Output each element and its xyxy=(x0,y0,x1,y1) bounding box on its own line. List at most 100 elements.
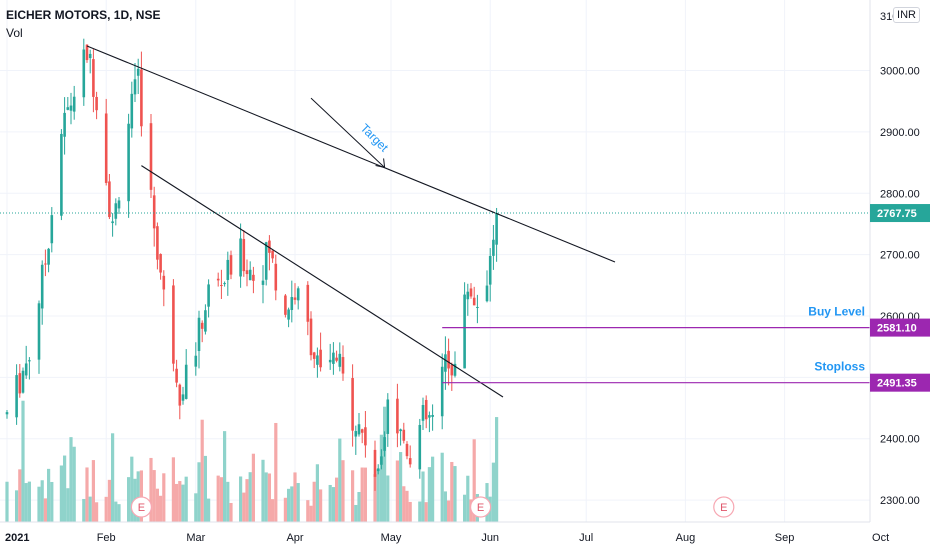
candle-body xyxy=(332,352,335,364)
volume-bar xyxy=(351,470,355,522)
candle-body xyxy=(373,449,377,477)
x-tick-label: 2021 xyxy=(5,532,29,544)
currency-badge[interactable]: INR xyxy=(893,7,920,23)
level-name-label: Stoploss xyxy=(814,360,865,374)
level-price-tag xyxy=(870,318,930,337)
y-tick-label: 2400.00 xyxy=(880,434,920,446)
earnings-marker[interactable] xyxy=(470,496,492,518)
volume-bar xyxy=(315,464,319,522)
candle-body xyxy=(447,350,450,369)
volume-bar xyxy=(293,472,297,522)
volume-bar xyxy=(328,484,332,522)
volume-bar xyxy=(59,465,63,522)
volume-bar xyxy=(104,496,108,522)
candle-body xyxy=(466,291,470,300)
volume-indicator-label: Vol xyxy=(6,26,23,40)
candle-body xyxy=(104,113,108,183)
earnings-marker-label: E xyxy=(477,502,484,514)
candle-body xyxy=(175,368,178,383)
candle-body xyxy=(184,364,188,399)
candle-body xyxy=(239,238,242,277)
candle-body xyxy=(252,274,255,281)
volume-bar xyxy=(379,434,383,522)
candle-body xyxy=(424,399,428,420)
candle-body xyxy=(40,264,44,309)
target-arrow-line[interactable] xyxy=(310,97,385,168)
candle-body xyxy=(15,375,18,418)
candle-body xyxy=(296,288,300,301)
volume-bar xyxy=(495,417,499,522)
volume-bar xyxy=(200,419,204,522)
candle-body xyxy=(47,248,50,265)
price-axis xyxy=(870,0,932,550)
candle-body xyxy=(28,360,31,362)
volume-bar xyxy=(117,504,121,522)
candle-body xyxy=(50,215,54,244)
volume-bar xyxy=(421,471,425,522)
volume-bar xyxy=(427,467,431,522)
candle-body xyxy=(271,250,274,259)
candle-body xyxy=(24,363,28,376)
volume-bar xyxy=(63,455,67,522)
candle-body xyxy=(428,415,431,418)
candle-body xyxy=(162,275,166,290)
volume-bar xyxy=(443,491,447,522)
level-price-label: 2491.35 xyxy=(877,378,917,390)
volume-bar xyxy=(40,480,44,522)
volume-bar xyxy=(296,483,300,522)
volume-bar xyxy=(274,422,278,522)
x-tick-label: Sep xyxy=(775,532,795,544)
symbol-title: EICHER MOTORS, 1D, NSE xyxy=(6,8,161,22)
candle-body xyxy=(364,427,367,446)
candle-body xyxy=(338,353,342,367)
x-tick-label: Jun xyxy=(481,532,499,544)
candle-body xyxy=(216,278,220,281)
candle-body xyxy=(261,280,265,285)
volume-bar xyxy=(341,460,345,522)
volume-bar xyxy=(290,486,294,522)
trendline-2[interactable] xyxy=(141,165,504,398)
trendline-1[interactable] xyxy=(86,45,616,263)
candle-body xyxy=(66,107,70,110)
volume-bar xyxy=(466,475,470,522)
earnings-marker[interactable] xyxy=(713,496,735,518)
volume-bar xyxy=(194,493,198,522)
candle-body xyxy=(399,429,402,432)
candle-body xyxy=(18,373,22,394)
target-annotation-label: Target xyxy=(358,121,392,155)
candle-body xyxy=(85,44,89,61)
candle-body xyxy=(181,394,185,401)
candle-body xyxy=(60,133,63,216)
volume-bar xyxy=(223,431,227,522)
candle-body xyxy=(380,456,383,465)
volume-bar xyxy=(175,483,179,522)
volume-bar xyxy=(248,472,252,522)
candle-body xyxy=(312,352,316,359)
volume-bar xyxy=(472,439,476,522)
volume-bar xyxy=(72,446,76,522)
volume-bar xyxy=(107,479,111,522)
candle-body xyxy=(328,359,332,363)
volume-bar xyxy=(306,500,310,522)
candle-body xyxy=(319,349,322,368)
last-price-tag xyxy=(870,204,930,223)
volume-bar xyxy=(18,469,22,522)
earnings-marker[interactable] xyxy=(130,496,152,518)
volume-bar xyxy=(360,467,364,522)
time-axis xyxy=(0,522,932,550)
candle-body xyxy=(133,79,137,95)
volume-bar xyxy=(408,501,412,522)
volume-bar xyxy=(178,481,182,522)
volume-bar xyxy=(43,498,47,522)
level-price-tag xyxy=(870,373,930,392)
y-tick-label: 2700.00 xyxy=(880,250,920,262)
volume-bar xyxy=(152,470,156,522)
volume-bar xyxy=(229,502,233,522)
candle-body xyxy=(402,429,406,441)
candle-body xyxy=(341,357,345,374)
volume-bar xyxy=(287,488,291,522)
candle-body xyxy=(485,285,489,302)
volume-bar xyxy=(5,481,9,522)
volume-bar xyxy=(363,467,367,522)
